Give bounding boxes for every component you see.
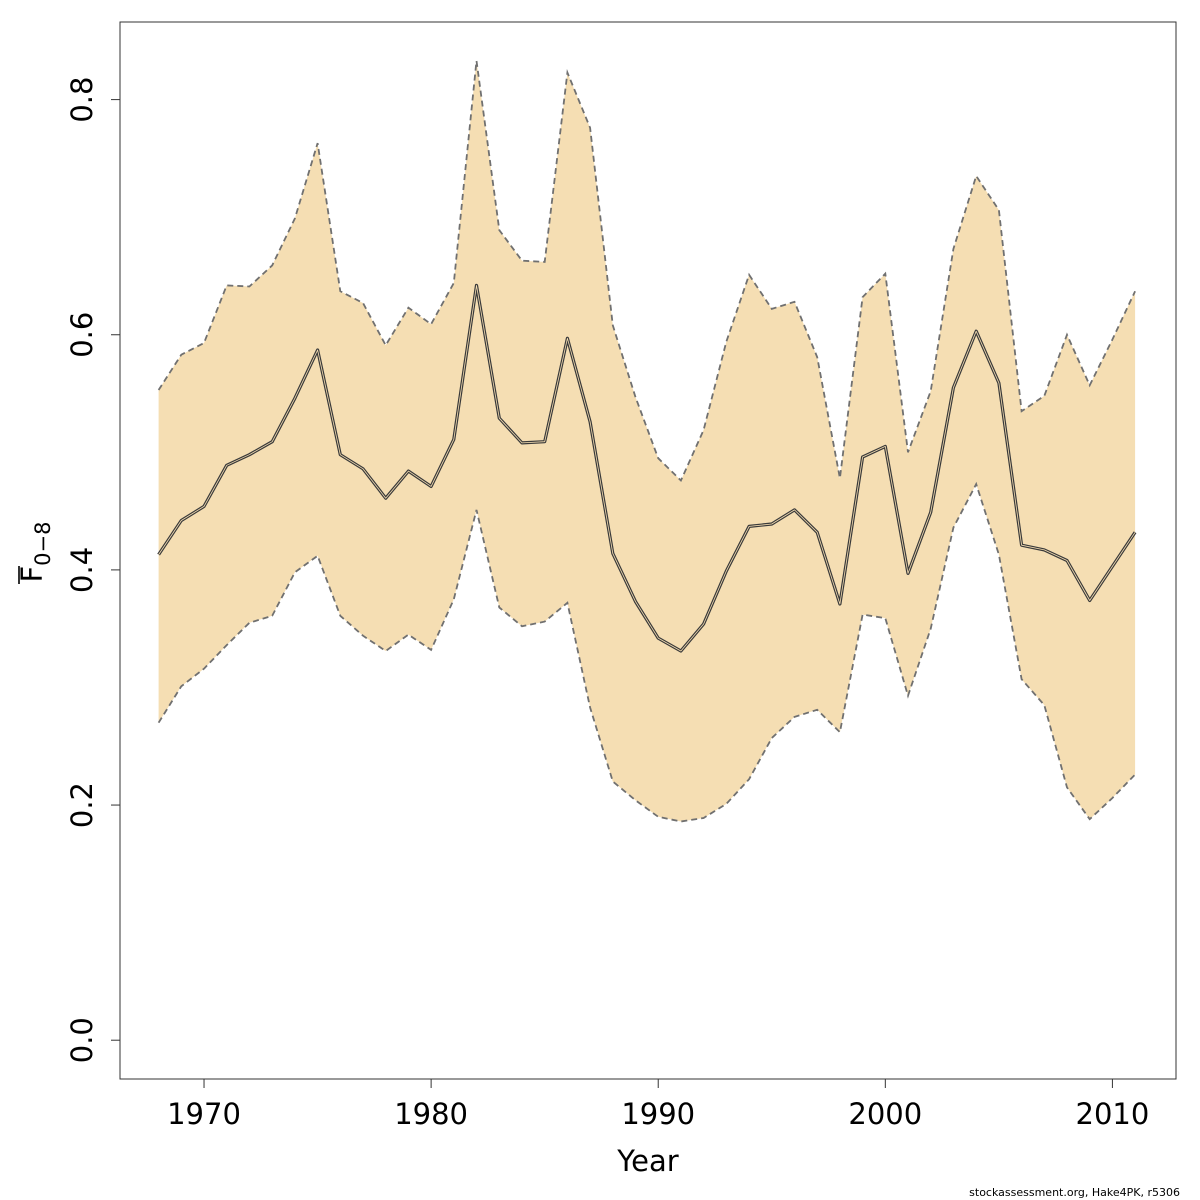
- credit-text: stockassessment.org, Hake4PK, r5306: [969, 1186, 1180, 1199]
- x-tick-label: 1990: [621, 1097, 695, 1131]
- y-axis-title-sub: 0−8: [31, 521, 55, 565]
- x-tick-label: 2010: [1076, 1097, 1150, 1131]
- confidence-band: [158, 60, 1136, 822]
- y-tick-label: 0.8: [65, 77, 99, 123]
- svg-text:F0−8: F0−8: [15, 521, 55, 582]
- lower-bound-line: [157, 481, 1136, 823]
- y-tick-label: 0.2: [65, 782, 99, 828]
- x-axis: 1970 1980 1990 2000 2010: [167, 1078, 1150, 1131]
- x-tick-label: 2000: [848, 1097, 922, 1131]
- y-axis: 0.0 0.2 0.4 0.6 0.8: [65, 77, 121, 1063]
- y-axis-title: F0−8: [15, 521, 55, 584]
- y-tick-label: 0.6: [65, 312, 99, 358]
- x-tick-label: 1970: [167, 1097, 241, 1131]
- x-axis-title: Year: [616, 1144, 678, 1178]
- median-line-inner: [158, 284, 1136, 652]
- confidence-band-layer: [158, 60, 1136, 822]
- x-tick-label: 1980: [394, 1097, 468, 1131]
- series-line-layer: [157, 60, 1137, 823]
- y-tick-label: 0.0: [65, 1017, 99, 1063]
- y-tick-label: 0.4: [65, 547, 99, 593]
- y-axis-title-main: F: [15, 566, 49, 583]
